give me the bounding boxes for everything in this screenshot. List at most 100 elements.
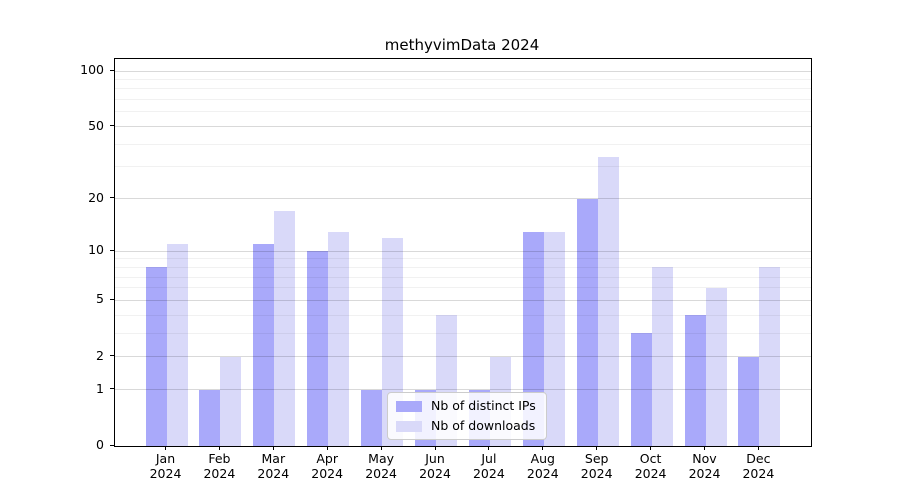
x-tick-jan	[165, 446, 166, 450]
bar-apr-ips	[307, 251, 329, 446]
chart-title: methyvimData 2024	[384, 36, 540, 54]
gridline-minor-8	[115, 266, 811, 268]
x-tick-apr	[326, 446, 328, 450]
x-label-month: Nov	[692, 451, 717, 466]
legend-item-downloads: Nb of downloads	[396, 419, 536, 433]
gridline-major-20	[115, 198, 811, 200]
x-label-year: 2024	[365, 466, 397, 481]
x-tick-label-feb: Feb 2024	[191, 451, 247, 481]
x-tick-label-dec: Dec 2024	[730, 451, 786, 481]
x-tick-label-mar: Mar 2024	[245, 451, 301, 481]
gridline-minor-9	[115, 258, 811, 260]
gridline-minor-90	[115, 78, 811, 80]
gridline-minor-80	[115, 88, 811, 90]
bar-feb-ips	[199, 389, 221, 446]
bar-oct-ips	[630, 333, 652, 446]
y-tick-1	[110, 388, 114, 390]
x-label-month: Jan	[155, 451, 176, 466]
x-label-month: Sep	[584, 451, 609, 466]
x-label-year: 2024	[742, 466, 775, 481]
x-tick-sep	[596, 446, 598, 450]
x-tick-label-jul: Jul 2024	[461, 451, 517, 481]
bar-dec-downloads	[759, 267, 781, 446]
y-tick-20	[110, 197, 114, 199]
legend-swatch-distinct-ips-icon	[396, 400, 422, 412]
y-tick-label-20: 20	[88, 189, 104, 205]
x-label-year: 2024	[149, 466, 182, 481]
x-label-month: Feb	[208, 451, 231, 466]
gridline-major-10	[115, 250, 811, 252]
bar-aug-downloads	[543, 231, 565, 446]
x-tick-label-may: May 2024	[353, 451, 409, 481]
x-label-year: 2024	[688, 466, 721, 481]
x-label-month: Apr	[316, 451, 338, 466]
gridline-major-50	[115, 126, 811, 128]
x-tick-label-sep: Sep 2024	[569, 451, 625, 481]
x-label-month: Aug	[530, 451, 555, 466]
bar-apr-downloads	[328, 231, 350, 446]
bar-sep-downloads	[597, 157, 619, 446]
legend-label-distinct-ips: Nb of distinct IPs	[431, 398, 536, 413]
x-tick-may	[380, 446, 382, 450]
x-label-year: 2024	[526, 466, 559, 481]
y-tick-0	[110, 444, 114, 446]
x-tick-label-jun: Jun 2024	[407, 451, 463, 481]
x-tick-mar	[272, 446, 274, 450]
x-label-month: Oct	[639, 451, 662, 466]
bar-mar-downloads	[274, 211, 296, 446]
x-label-year: 2024	[580, 466, 613, 481]
gridline-minor-40	[115, 143, 811, 145]
x-label-month: May	[368, 451, 395, 466]
x-tick-oct	[650, 446, 652, 450]
x-label-month: Jun	[425, 451, 445, 466]
bar-mar-ips	[253, 244, 275, 446]
legend-swatch-downloads-icon	[396, 420, 422, 432]
legend: Nb of distinct IPs Nb of downloads	[387, 392, 547, 440]
x-tick-label-nov: Nov 2024	[677, 451, 733, 481]
y-tick-100	[110, 69, 114, 71]
x-tick-dec	[757, 446, 759, 450]
x-tick-feb	[218, 446, 220, 450]
gridline-minor-4	[115, 314, 811, 316]
bar-jan-ips	[145, 267, 167, 446]
y-tick-label-1: 1	[96, 380, 104, 396]
x-tick-aug	[542, 446, 544, 450]
bar-nov-downloads	[705, 287, 727, 446]
y-tick-label-50: 50	[88, 117, 104, 133]
x-label-month: Dec	[746, 451, 771, 466]
bar-jan-downloads	[166, 244, 188, 446]
y-tick-5	[110, 298, 114, 300]
x-label-year: 2024	[203, 466, 236, 481]
x-tick-jun	[434, 446, 436, 450]
gridline-minor-70	[115, 99, 811, 101]
y-tick-label-5: 5	[96, 291, 104, 307]
bar-oct-downloads	[651, 267, 673, 446]
y-tick-50	[110, 125, 114, 127]
bar-feb-downloads	[220, 356, 242, 446]
gridline-minor-60	[115, 111, 811, 113]
y-tick-label-2: 2	[96, 347, 104, 363]
y-tick-label-0: 0	[96, 437, 104, 452]
bar-nov-ips	[684, 315, 706, 446]
x-tick-nov	[704, 446, 705, 450]
x-label-year: 2024	[419, 466, 451, 481]
bar-dec-ips	[738, 356, 760, 446]
gridline-minor-3	[115, 332, 811, 334]
x-label-month: Mar	[261, 451, 286, 466]
x-label-year: 2024	[634, 466, 667, 481]
x-tick-label-apr: Apr 2024	[299, 451, 355, 481]
gridline-minor-30	[115, 166, 811, 168]
bar-sep-ips	[576, 198, 598, 446]
y-tick-2	[110, 355, 114, 357]
gridline-major-2	[115, 356, 811, 358]
bar-may-ips	[361, 389, 383, 446]
x-tick-label-oct: Oct 2024	[623, 451, 679, 481]
legend-item-distinct-ips: Nb of distinct IPs	[396, 399, 536, 413]
x-label-year: 2024	[311, 466, 344, 481]
gridline-major-1	[115, 389, 811, 391]
y-tick-label-10: 10	[88, 242, 104, 258]
x-label-year: 2024	[257, 466, 290, 481]
gridline-major-5	[115, 299, 811, 301]
gridline-minor-7	[115, 276, 811, 278]
